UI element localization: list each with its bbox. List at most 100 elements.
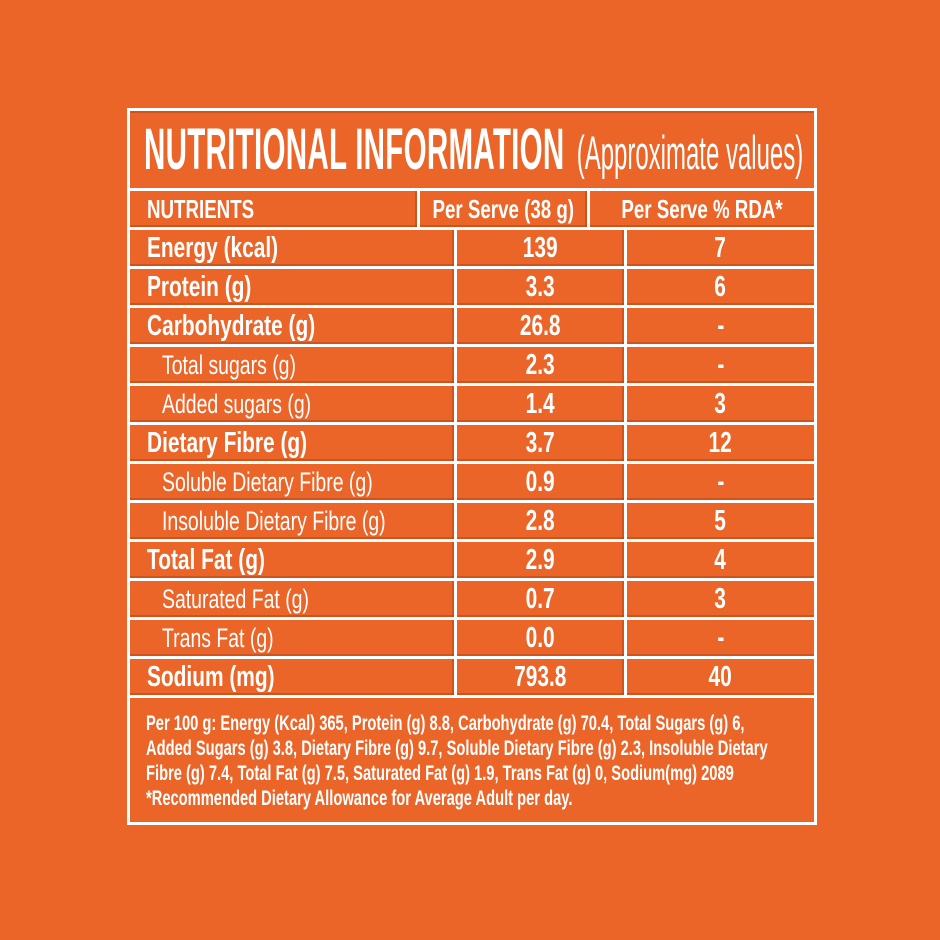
nutrient-label: Total Fat (g) xyxy=(147,543,265,576)
title-main-text: NUTRITIONAL INFORMATION xyxy=(144,117,565,182)
header-nutrients-label: NUTRIENTS xyxy=(147,193,255,224)
rda-value: 3 xyxy=(714,582,727,615)
table-row: Dietary Fibre (g) 3.7 12 xyxy=(130,425,814,464)
nutrient-label: Trans Fat (g) xyxy=(162,622,274,653)
rda-value: 5 xyxy=(714,504,727,537)
nutrient-label: Total sugars (g) xyxy=(162,349,296,380)
rda-value-cell: 7 xyxy=(627,230,814,266)
table-row: Soluble Dietary Fibre (g) 0.9 - xyxy=(130,464,814,503)
rda-value: 7 xyxy=(714,231,727,264)
table-row: Total Fat (g) 2.9 4 xyxy=(130,542,814,581)
nutrient-label: Saturated Fat (g) xyxy=(162,583,309,614)
nutrient-label-cell: Total Fat (g) xyxy=(130,542,457,578)
footer-notes: Per 100 g: Energy (Kcal) 365, Protein (g… xyxy=(130,698,814,811)
rda-value-cell: 6 xyxy=(627,269,814,305)
rda-value: - xyxy=(717,621,724,654)
per-serve-value: 793.8 xyxy=(514,660,567,693)
per-serve-value-cell: 0.7 xyxy=(457,581,627,617)
per-serve-value-cell: 0.0 xyxy=(457,620,627,656)
nutrient-label: Insoluble Dietary Fibre (g) xyxy=(162,505,386,536)
footer-per-100g-line-3: Fibre (g) 7.4, Total Fat (g) 7.5, Satura… xyxy=(146,762,734,785)
per-serve-value: 139 xyxy=(523,231,558,264)
per-serve-value: 26.8 xyxy=(520,309,561,342)
rda-value: 12 xyxy=(708,426,733,459)
nutrient-label-cell: Trans Fat (g) xyxy=(130,620,457,656)
rda-value: - xyxy=(717,309,724,342)
nutrient-label-cell: Soluble Dietary Fibre (g) xyxy=(130,464,457,500)
table-row: Protein (g) 3.3 6 xyxy=(130,269,814,308)
per-serve-value: 0.9 xyxy=(525,465,556,498)
rda-value-cell: 12 xyxy=(627,425,814,461)
nutrient-label-cell: Insoluble Dietary Fibre (g) xyxy=(130,503,457,539)
title-sub-text: (Approximate values) xyxy=(576,126,804,179)
nutrient-label: Energy (kcal) xyxy=(147,231,279,264)
table-row: Sodium (mg) 793.8 40 xyxy=(130,659,814,698)
per-serve-value-cell: 1.4 xyxy=(457,386,627,422)
per-serve-value: 0.7 xyxy=(525,582,556,615)
table-body: Energy (kcal) 139 7 Protein (g) 3.3 6 Ca… xyxy=(130,230,814,698)
rda-value-cell: 5 xyxy=(627,503,814,539)
rda-value-cell: - xyxy=(627,347,814,383)
nutrition-title-line: NUTRITIONAL INFORMATION (Approximate valu… xyxy=(144,116,803,183)
rda-value-cell: - xyxy=(627,464,814,500)
header-cell-nutrients: NUTRIENTS xyxy=(130,191,420,227)
header-per-serve-rda-label: Per Serve % RDA* xyxy=(621,193,783,224)
rda-value: 6 xyxy=(714,270,727,303)
nutrient-label-cell: Dietary Fibre (g) xyxy=(130,425,457,461)
per-serve-value-cell: 0.9 xyxy=(457,464,627,500)
nutrient-label: Soluble Dietary Fibre (g) xyxy=(162,466,373,497)
table-row: Energy (kcal) 139 7 xyxy=(130,230,814,269)
nutrient-label-cell: Sodium (mg) xyxy=(130,659,457,695)
table-row: Trans Fat (g) 0.0 - xyxy=(130,620,814,659)
rda-value-cell: 3 xyxy=(627,386,814,422)
nutrient-label-cell: Energy (kcal) xyxy=(130,230,457,266)
rda-value-cell: - xyxy=(627,620,814,656)
rda-value-cell: 4 xyxy=(627,542,814,578)
per-serve-value-cell: 2.8 xyxy=(457,503,627,539)
rda-value-cell: 3 xyxy=(627,581,814,617)
per-serve-value-cell: 139 xyxy=(457,230,627,266)
nutrition-title: NUTRITIONAL INFORMATION (Approximate valu… xyxy=(130,111,814,188)
per-serve-value: 1.4 xyxy=(525,387,556,420)
table-header-row: NUTRIENTS Per Serve (38 g) Per Serve % R… xyxy=(130,191,814,230)
footer-rda-disclaimer: *Recommended Dietary Allowance for Avera… xyxy=(146,787,573,810)
per-serve-value: 2.9 xyxy=(525,543,556,576)
rda-value-cell: 40 xyxy=(627,659,814,695)
nutrient-label: Sodium (mg) xyxy=(147,660,275,693)
header-per-serve-label: Per Serve (38 g) xyxy=(432,193,575,224)
rda-value: 40 xyxy=(708,660,733,693)
header-cell-per-serve-rda: Per Serve % RDA* xyxy=(590,191,814,227)
per-serve-value-cell: 2.9 xyxy=(457,542,627,578)
nutrient-label: Dietary Fibre (g) xyxy=(147,426,308,459)
table-row: Saturated Fat (g) 0.7 3 xyxy=(130,581,814,620)
per-serve-value: 2.8 xyxy=(525,504,556,537)
table-row: Insoluble Dietary Fibre (g) 2.8 5 xyxy=(130,503,814,542)
rda-value: - xyxy=(717,348,724,381)
nutrient-label-cell: Total sugars (g) xyxy=(130,347,457,383)
per-serve-value: 2.3 xyxy=(525,348,556,381)
header-cell-per-serve: Per Serve (38 g) xyxy=(420,191,590,227)
footer-per-100g-line-1: Per 100 g: Energy (Kcal) 365, Protein (g… xyxy=(146,712,745,735)
per-serve-value-cell: 793.8 xyxy=(457,659,627,695)
footer-per-100g-line-2: Added Sugars (g) 3.8, Dietary Fibre (g) … xyxy=(146,737,768,760)
per-serve-value-cell: 26.8 xyxy=(457,308,627,344)
per-serve-value: 0.0 xyxy=(525,621,556,654)
nutrient-label-cell: Protein (g) xyxy=(130,269,457,305)
table-row: Added sugars (g) 1.4 3 xyxy=(130,386,814,425)
table-row: Carbohydrate (g) 26.8 - xyxy=(130,308,814,347)
rda-value: 4 xyxy=(714,543,727,576)
nutrition-table: NUTRIENTS Per Serve (38 g) Per Serve % R… xyxy=(130,188,814,698)
nutrition-label-box: NUTRITIONAL INFORMATION (Approximate valu… xyxy=(127,108,817,825)
nutrient-label-cell: Carbohydrate (g) xyxy=(130,308,457,344)
per-serve-value: 3.7 xyxy=(525,426,556,459)
per-serve-value: 3.3 xyxy=(525,270,556,303)
rda-value-cell: - xyxy=(627,308,814,344)
nutrient-label: Added sugars (g) xyxy=(162,388,312,419)
nutrient-label: Protein (g) xyxy=(147,270,252,303)
nutrient-label: Carbohydrate (g) xyxy=(147,309,316,342)
per-serve-value-cell: 3.3 xyxy=(457,269,627,305)
per-serve-value-cell: 2.3 xyxy=(457,347,627,383)
nutrient-label-cell: Added sugars (g) xyxy=(130,386,457,422)
rda-value: 3 xyxy=(714,387,727,420)
